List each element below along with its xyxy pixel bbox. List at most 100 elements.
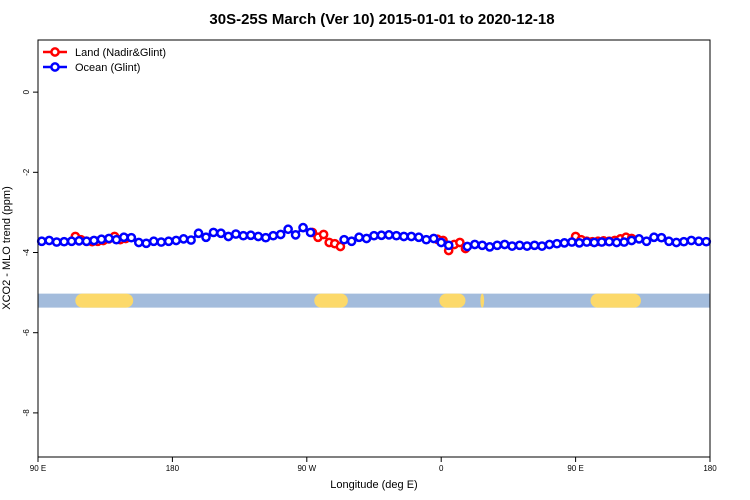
data-point xyxy=(318,229,329,240)
data-point xyxy=(567,237,577,247)
data-point xyxy=(522,241,532,251)
data-point xyxy=(216,228,226,239)
data-point xyxy=(693,236,704,247)
data-point xyxy=(574,238,585,248)
data-point xyxy=(399,231,409,242)
data-point xyxy=(589,237,600,248)
legend-label: Land (Nadir&Glint) xyxy=(75,47,166,59)
land-mask-segment xyxy=(480,293,485,308)
x-axis-label: Longitude (deg E) xyxy=(330,479,417,491)
data-point xyxy=(275,229,286,240)
legend: Land (Nadir&Glint) Ocean (Glint) xyxy=(43,47,166,74)
data-point xyxy=(619,237,629,247)
data-point xyxy=(484,242,495,252)
chart-title: 30S-25S March (Ver 10) 2015-01-01 to 202… xyxy=(209,11,554,28)
data-point xyxy=(89,235,99,246)
plot-frame xyxy=(37,39,711,458)
ocean-mask-bar xyxy=(38,293,710,308)
y-tick-label: -6 xyxy=(22,329,31,337)
data-point xyxy=(361,233,372,244)
data-point xyxy=(59,236,69,247)
data-point xyxy=(126,232,137,243)
data-point xyxy=(421,234,432,245)
data-point xyxy=(208,227,219,238)
data-point xyxy=(626,235,637,246)
data-point xyxy=(133,237,144,248)
data-point xyxy=(111,234,122,245)
data-point xyxy=(298,222,308,233)
data-point xyxy=(413,232,424,243)
x-tick-label: 90 E xyxy=(30,464,46,473)
y-tick-label: -4 xyxy=(22,248,31,256)
data-point xyxy=(171,235,181,246)
data-point xyxy=(119,232,129,243)
data-point xyxy=(499,239,510,250)
y-tick-label: 0 xyxy=(22,89,31,94)
data-point xyxy=(537,241,547,251)
y-tick-label: -2 xyxy=(22,168,31,176)
data-point xyxy=(514,240,525,251)
data-point xyxy=(492,240,503,251)
data-point xyxy=(552,238,562,249)
data-point xyxy=(66,236,77,247)
data-point xyxy=(369,230,379,241)
data-point xyxy=(559,238,570,248)
data-point xyxy=(96,234,107,245)
data-point xyxy=(462,241,473,252)
data-point xyxy=(634,234,644,244)
data-point xyxy=(507,241,517,251)
data-point xyxy=(656,232,667,243)
data-point xyxy=(596,237,607,247)
data-point xyxy=(376,230,387,241)
data-point xyxy=(664,236,674,247)
data-point xyxy=(156,237,167,247)
land-mask-segment xyxy=(314,293,348,308)
data-point xyxy=(436,237,447,248)
data-point xyxy=(186,235,196,245)
y-axis: 0 -2 -4 -6 -8 xyxy=(22,89,38,416)
data-point xyxy=(529,240,540,251)
data-point xyxy=(81,236,92,247)
data-point xyxy=(641,236,652,247)
data-point xyxy=(74,236,84,246)
data-point xyxy=(391,230,402,241)
land-mask-segment xyxy=(75,293,134,308)
data-point xyxy=(455,237,465,248)
data-point xyxy=(354,232,364,243)
y-axis-label: XCO2 - MLO trend (ppm) xyxy=(1,186,13,309)
legend-label: Ocean (Glint) xyxy=(75,62,140,74)
data-point xyxy=(193,228,204,239)
data-point xyxy=(581,237,592,247)
data-point xyxy=(611,237,622,248)
series-ocean xyxy=(36,222,712,252)
data-point xyxy=(178,234,189,244)
data-point xyxy=(544,239,555,250)
data-point xyxy=(245,230,256,241)
data-point xyxy=(671,237,682,248)
data-point xyxy=(141,238,152,249)
data-point xyxy=(104,233,114,244)
data-point xyxy=(148,236,159,247)
data-point xyxy=(701,236,712,247)
data-point xyxy=(268,230,279,241)
data-point xyxy=(238,230,249,241)
x-tick-label: 0 xyxy=(439,464,444,473)
data-point xyxy=(384,230,394,240)
data-point xyxy=(283,224,293,235)
x-tick-label: 180 xyxy=(166,464,180,473)
data-point xyxy=(223,231,234,242)
data-point xyxy=(231,229,241,239)
data-point xyxy=(335,241,346,252)
x-tick-label: 180 xyxy=(703,464,717,473)
data-point xyxy=(469,239,480,250)
legend-marker xyxy=(50,62,60,72)
data-point xyxy=(36,236,47,247)
data-point xyxy=(406,231,417,242)
x-tick-label: 90 E xyxy=(567,464,583,473)
data-point xyxy=(649,232,659,243)
y-tick-label: -8 xyxy=(22,409,31,417)
data-point xyxy=(686,235,697,246)
plot-area xyxy=(36,222,712,308)
data-point xyxy=(604,236,615,247)
